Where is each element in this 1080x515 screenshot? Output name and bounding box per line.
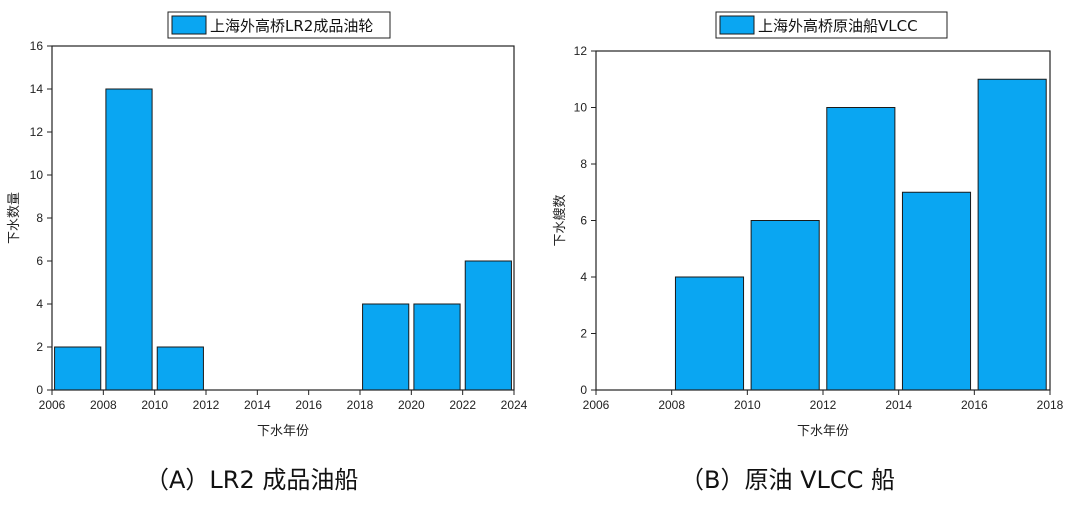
bar-2007 — [54, 346, 102, 391]
bar-2011 — [750, 220, 820, 391]
x-tick-label-2024: 2024 — [501, 398, 528, 412]
y-tick-label-8: 8 — [580, 157, 587, 171]
bar-2011 — [156, 346, 204, 391]
x-tick-label-2018: 2018 — [1037, 398, 1064, 412]
x-tick-label-2008: 2008 — [90, 398, 117, 412]
bar-2017 — [977, 78, 1047, 391]
legend-swatch — [171, 15, 207, 35]
y-tick-label-4: 4 — [36, 297, 43, 311]
bar-2009 — [674, 276, 745, 391]
y-tick-label-10: 10 — [30, 168, 44, 182]
bar-2019 — [362, 303, 410, 391]
y-tick-label-4: 4 — [580, 270, 587, 284]
legend-label: 上海外高桥LR2成品油轮 — [210, 17, 373, 35]
y-tick-label-12: 12 — [574, 44, 588, 58]
x-tick-label-2012: 2012 — [193, 398, 220, 412]
y-tick-label-6: 6 — [580, 214, 587, 228]
bar-2009 — [105, 88, 153, 391]
x-tick-label-2014: 2014 — [244, 398, 271, 412]
y-tick-label-6: 6 — [36, 254, 43, 268]
x-tick-label-2018: 2018 — [347, 398, 374, 412]
y-tick-label-2: 2 — [580, 327, 587, 341]
y-tick-label-16: 16 — [30, 39, 44, 53]
y-tick-label-14: 14 — [30, 82, 44, 96]
legend-label: 上海外高桥原油船VLCC — [758, 17, 918, 35]
x-tick-label-2010: 2010 — [141, 398, 168, 412]
x-tick-label-2006: 2006 — [39, 398, 66, 412]
y-tick-label-10: 10 — [574, 101, 588, 115]
x-tick-label-2006: 2006 — [583, 398, 610, 412]
x-axis-label: 下水年份 — [797, 424, 849, 439]
x-tick-label-2008: 2008 — [658, 398, 685, 412]
chart-a: 2006 2008 2010 2012 2014 2016 2018 2020 2022 2024… — [7, 11, 528, 439]
y-axis-label: 下水艘数 — [552, 194, 568, 246]
chart-b: 2006 2008 2010 2012 2014 2016 2018 0 2 4 6 8 10 12 下水年… — [552, 11, 1064, 439]
bar-2015 — [901, 191, 972, 391]
y-tick-label-2: 2 — [36, 340, 43, 354]
x-tick-label-2020: 2020 — [398, 398, 425, 412]
x-tick-label-2014: 2014 — [885, 398, 912, 412]
bar-2021 — [413, 303, 461, 391]
x-tick-label-2010: 2010 — [734, 398, 761, 412]
y-axis-label: 下水数量 — [7, 192, 22, 244]
bar-2023 — [464, 260, 512, 391]
y-tick-label-12: 12 — [30, 125, 44, 139]
bar-2013 — [826, 107, 896, 391]
caption-a: （A）LR2 成品油船 — [145, 466, 359, 494]
legend-swatch — [719, 15, 755, 35]
y-tick-label-0: 0 — [36, 383, 43, 397]
x-tick-label-2022: 2022 — [449, 398, 476, 412]
x-tick-label-2012: 2012 — [810, 398, 837, 412]
x-tick-label-2016: 2016 — [295, 398, 322, 412]
x-axis-label: 下水年份 — [257, 424, 309, 439]
y-tick-label-0: 0 — [580, 383, 587, 397]
caption-b: （B）原油 VLCC 船 — [680, 466, 896, 494]
y-tick-label-8: 8 — [36, 211, 43, 225]
x-tick-label-2016: 2016 — [961, 398, 988, 412]
